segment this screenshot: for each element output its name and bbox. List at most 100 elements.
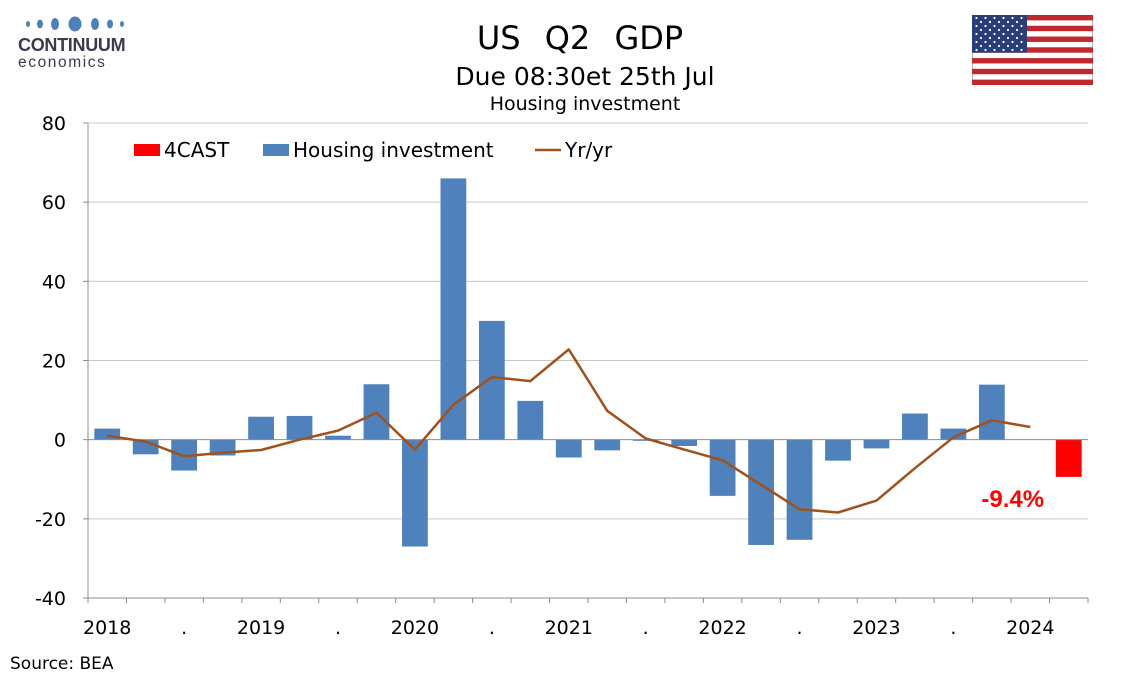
flag-star xyxy=(997,44,1001,48)
housing-investment-bar xyxy=(709,439,736,496)
x-tick-label: . xyxy=(489,617,495,639)
y-tick-label: 0 xyxy=(54,430,66,452)
flag-star xyxy=(1002,40,1005,44)
housing-investment-bar xyxy=(94,428,121,440)
legend-swatch xyxy=(134,144,160,156)
housing-investment-bar xyxy=(440,178,467,440)
flag-star xyxy=(984,40,987,44)
housing-investment-bar xyxy=(325,435,351,440)
x-tick-label: . xyxy=(181,617,187,639)
housing-investment-bar xyxy=(594,439,621,451)
housing-investment-bar xyxy=(978,384,1005,440)
flag-star xyxy=(1002,16,1005,20)
x-tick-label: 2018 xyxy=(83,617,131,639)
flag-star xyxy=(1011,16,1014,20)
housing-investment-bar xyxy=(402,439,428,547)
flag-star xyxy=(1011,24,1014,28)
legend-label: 4CAST xyxy=(164,138,230,162)
housing-investment-bar xyxy=(940,428,967,440)
flag-star xyxy=(975,48,978,52)
flag-star xyxy=(1006,28,1010,32)
x-tick-label: 2020 xyxy=(391,617,439,639)
annotations: -9.4% xyxy=(981,486,1044,513)
flag-star xyxy=(979,36,983,40)
yr-yr-line xyxy=(107,348,1031,514)
flag-star xyxy=(975,32,978,36)
flag-star xyxy=(979,44,983,48)
forecast-annotation: -9.4% xyxy=(981,486,1044,513)
y-tick-label: 40 xyxy=(42,271,66,293)
x-tick-label: . xyxy=(643,617,649,639)
flag-stripe xyxy=(972,25,1093,32)
flag-star xyxy=(979,28,983,32)
flag-stripe xyxy=(972,15,1093,21)
flag-stripe xyxy=(972,36,1093,42)
yr-yr-series-line xyxy=(107,348,1031,514)
x-tick-label: 2024 xyxy=(1006,617,1054,639)
flag-star xyxy=(975,40,978,44)
flag-star xyxy=(1011,32,1014,36)
flag-star xyxy=(1011,40,1014,44)
flag-star xyxy=(997,20,1001,24)
flag-star xyxy=(984,48,987,52)
legend-label: Housing investment xyxy=(293,138,494,162)
logo-subline: economics xyxy=(18,54,107,71)
housing-investment-bar xyxy=(517,400,544,440)
source-note: Source: BEA xyxy=(10,654,114,674)
flag-star xyxy=(993,24,996,28)
flag-star xyxy=(1011,48,1014,52)
flag-star xyxy=(1015,44,1019,48)
housing-investment-bar xyxy=(555,439,582,458)
bars xyxy=(94,178,1082,547)
flag-star xyxy=(988,20,992,24)
axes: 80 60 40 20 0 -20 -40 2018. 2019. 2020. 2021. 2022.… xyxy=(35,113,1089,639)
flag-star xyxy=(1020,40,1023,44)
legend-label: Yr/yr xyxy=(564,138,613,162)
flag-star xyxy=(997,28,1001,32)
flag-star xyxy=(997,36,1001,40)
flag-star xyxy=(984,24,987,28)
y-tick-label: -40 xyxy=(35,588,66,610)
y-tick-label: 20 xyxy=(42,351,66,373)
flag-star xyxy=(1015,36,1019,40)
housing-investment-bar xyxy=(863,439,890,449)
housing-investment-bar xyxy=(786,439,813,540)
page-title: US Q2 GDP xyxy=(476,19,684,57)
legend: 4CAST Housing investment Yr/yr xyxy=(134,138,613,162)
housing-investment-bar xyxy=(902,413,928,440)
housing-investment-bar xyxy=(286,415,313,440)
gridlines xyxy=(88,122,1088,599)
release-date: Due 08:30et 25th Jul xyxy=(455,62,715,91)
continuum-logo: CONTINUUM economics xyxy=(10,14,140,78)
flag-star xyxy=(1020,16,1023,20)
housing-investment-bar xyxy=(748,439,774,545)
housing-investment-bar xyxy=(632,439,659,441)
y-tick-label: 60 xyxy=(42,192,66,214)
flag-star xyxy=(988,44,992,48)
forecast-bar xyxy=(1055,439,1082,477)
flag-star xyxy=(1006,20,1010,24)
flag-star xyxy=(1020,32,1023,36)
logo-wordmark: CONTINUUM xyxy=(18,35,126,55)
y-tick-label: 80 xyxy=(42,113,66,135)
x-tick-label: 2021 xyxy=(545,617,593,639)
flag-stripe xyxy=(972,58,1093,64)
housing-investment-bar xyxy=(248,416,274,440)
x-tick-label: . xyxy=(335,617,341,639)
housing-investment-bar xyxy=(671,439,698,446)
logo-dots-icon xyxy=(26,16,124,32)
x-tick-label: 2023 xyxy=(852,617,900,639)
flag-star xyxy=(979,20,983,24)
flag-star xyxy=(984,32,987,36)
flag-stripe xyxy=(972,68,1093,75)
x-tick-label: 2019 xyxy=(237,617,285,639)
housing-investment-bar xyxy=(825,439,851,461)
x-tick-label: 2022 xyxy=(698,617,746,639)
flag-stripe xyxy=(972,79,1093,85)
flag-star xyxy=(1002,24,1005,28)
flag-star xyxy=(1015,20,1019,24)
flag-star xyxy=(993,16,996,20)
flag-star xyxy=(1006,44,1010,48)
flag-stripe xyxy=(972,47,1093,53)
